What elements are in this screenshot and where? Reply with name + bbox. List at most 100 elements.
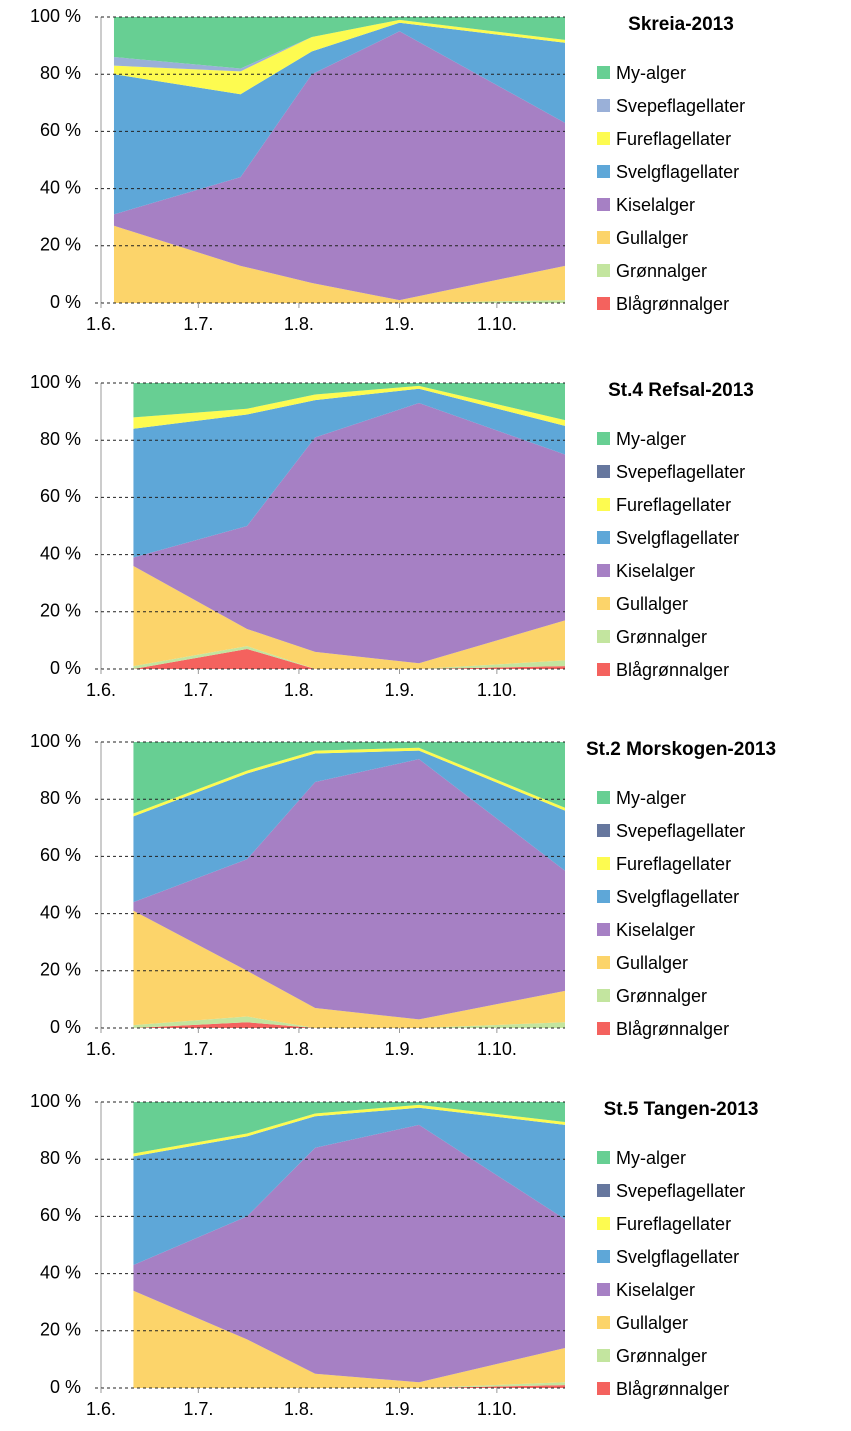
x-tick-label: 1.7. [183, 314, 213, 334]
legend-swatch [597, 824, 610, 837]
chart-title: St.4 Refsal-2013 [608, 380, 754, 401]
area [133, 1382, 565, 1388]
legend-label: My-alger [616, 1148, 686, 1168]
y-tick-label: 80 % [40, 788, 81, 808]
chart-title: St.2 Morskogen-2013 [586, 739, 776, 760]
legend-swatch [597, 1316, 610, 1329]
y-tick-label: 20 % [40, 601, 81, 621]
x-tick-label: 1.6. [86, 314, 116, 334]
x-tick-label: 1.10. [477, 680, 517, 700]
legend-swatch [597, 989, 610, 1002]
area [133, 750, 565, 903]
legend-label: Fureflagellater [616, 854, 731, 874]
x-tick-label: 1.10. [477, 314, 517, 334]
legend-label: Grønnalger [616, 261, 707, 281]
legend-swatch [597, 99, 610, 112]
legend-label: Fureflagellater [616, 495, 731, 515]
area [133, 747, 565, 817]
legend-swatch [597, 857, 610, 870]
x-tick-label: 1.6. [86, 1399, 116, 1419]
area [113, 19, 566, 95]
x-tick-label: 1.6. [86, 1039, 116, 1059]
x-tick-label: 1.9. [385, 680, 415, 700]
legend-swatch [597, 1022, 610, 1035]
legend-label: Blågrønnalger [616, 1379, 729, 1399]
area [133, 1102, 565, 1154]
area [133, 646, 565, 669]
area [133, 388, 565, 558]
legend-swatch [597, 923, 610, 936]
legend-swatch [597, 297, 610, 310]
area [133, 385, 565, 429]
area [133, 1385, 565, 1388]
y-tick-label: 0 % [50, 658, 81, 678]
legend-label: Svelgflagellater [616, 162, 739, 182]
y-tick-label: 100 % [30, 731, 81, 751]
legend-label: Kiselalger [616, 920, 695, 940]
legend-label: Blågrønnalger [616, 660, 729, 680]
legend-label: Grønnalger [616, 1346, 707, 1366]
legend-label: Svelgflagellater [616, 887, 739, 907]
area [133, 1124, 565, 1383]
legend-swatch [597, 1151, 610, 1164]
chart-title: Skreia-2013 [628, 14, 734, 35]
legend-label: Fureflagellater [616, 129, 731, 149]
legend-swatch [597, 498, 610, 511]
y-tick-label: 0 % [50, 1377, 81, 1397]
area [133, 1016, 565, 1028]
x-tick-label: 1.8. [284, 680, 314, 700]
legend-swatch [597, 165, 610, 178]
x-tick-label: 1.10. [477, 1039, 517, 1059]
x-tick-label: 1.9. [385, 314, 415, 334]
y-tick-label: 0 % [50, 292, 81, 312]
legend-label: Gullalger [616, 953, 688, 973]
area [133, 648, 565, 669]
legend-label: Kiselalger [616, 195, 695, 215]
legend-swatch [597, 198, 610, 211]
legend-swatch [597, 1217, 610, 1230]
legend-label: Kiselalger [616, 1280, 695, 1300]
y-tick-label: 100 % [30, 372, 81, 392]
legend-label: Grønnalger [616, 627, 707, 647]
x-tick-label: 1.9. [385, 1399, 415, 1419]
legend-label: Gullalger [616, 594, 688, 614]
legend-swatch [597, 264, 610, 277]
legend-swatch [597, 890, 610, 903]
y-tick-label: 60 % [40, 486, 81, 506]
y-tick-label: 40 % [40, 902, 81, 922]
legend-label: Blågrønnalger [616, 294, 729, 314]
legend-swatch [597, 1250, 610, 1263]
area [133, 1290, 565, 1388]
legend-label: Svepeflagellater [616, 1181, 745, 1201]
y-tick-label: 20 % [40, 235, 81, 255]
legend-label: Gullalger [616, 228, 688, 248]
x-tick-label: 1.6. [86, 680, 116, 700]
x-tick-label: 1.7. [183, 680, 213, 700]
legend-label: Blågrønnalger [616, 1019, 729, 1039]
legend-swatch [597, 956, 610, 969]
legend-swatch [597, 66, 610, 79]
legend-swatch [597, 1184, 610, 1197]
legend-label: Svepeflagellater [616, 462, 745, 482]
area [113, 300, 566, 303]
legend-swatch [597, 231, 610, 244]
chart: 0 % 20 % 40 % 60 % 80 % 100 % 1.6. 1.7. 1.8. 1.9.… [30, 731, 776, 1059]
legend-swatch [597, 1382, 610, 1395]
y-tick-label: 80 % [40, 1148, 81, 1168]
chart-title: St.5 Tangen-2013 [604, 1099, 759, 1120]
legend-swatch [597, 791, 610, 804]
area [133, 742, 565, 814]
area [133, 759, 565, 1020]
chart: 0 % 20 % 40 % 60 % 80 % 100 % 1.6. 1.7. 1.8. 1.9.… [30, 372, 754, 700]
y-tick-label: 40 % [40, 543, 81, 563]
legend-label: Grønnalger [616, 986, 707, 1006]
x-tick-label: 1.7. [183, 1399, 213, 1419]
y-tick-label: 40 % [40, 1262, 81, 1282]
legend-label: My-alger [616, 788, 686, 808]
y-tick-label: 20 % [40, 1320, 81, 1340]
legend-swatch [597, 1283, 610, 1296]
x-tick-label: 1.9. [385, 1039, 415, 1059]
area [133, 910, 565, 1028]
y-tick-label: 40 % [40, 177, 81, 197]
